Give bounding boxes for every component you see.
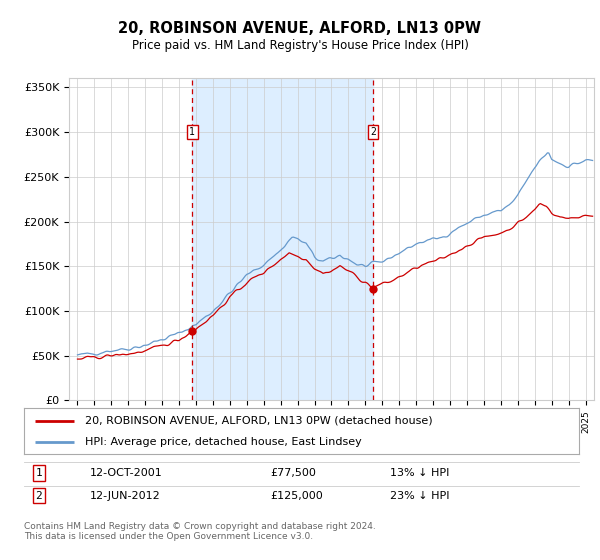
Text: 2: 2 — [35, 491, 43, 501]
Text: 2: 2 — [370, 127, 376, 137]
Bar — [192, 78, 373, 400]
Text: £125,000: £125,000 — [270, 491, 323, 501]
Text: HPI: Average price, detached house, East Lindsey: HPI: Average price, detached house, East… — [85, 437, 362, 447]
Text: 12-OCT-2001: 12-OCT-2001 — [90, 468, 163, 478]
Text: £77,500: £77,500 — [270, 468, 316, 478]
Text: 1: 1 — [35, 468, 43, 478]
Text: 12-JUN-2012: 12-JUN-2012 — [90, 491, 161, 501]
Text: 23% ↓ HPI: 23% ↓ HPI — [390, 491, 449, 501]
Text: 1: 1 — [190, 127, 195, 137]
Text: 20, ROBINSON AVENUE, ALFORD, LN13 0PW (detached house): 20, ROBINSON AVENUE, ALFORD, LN13 0PW (d… — [85, 416, 433, 426]
Text: Price paid vs. HM Land Registry's House Price Index (HPI): Price paid vs. HM Land Registry's House … — [131, 39, 469, 52]
Text: Contains HM Land Registry data © Crown copyright and database right 2024.
This d: Contains HM Land Registry data © Crown c… — [24, 522, 376, 542]
Text: 13% ↓ HPI: 13% ↓ HPI — [390, 468, 449, 478]
Text: 20, ROBINSON AVENUE, ALFORD, LN13 0PW: 20, ROBINSON AVENUE, ALFORD, LN13 0PW — [119, 21, 482, 36]
